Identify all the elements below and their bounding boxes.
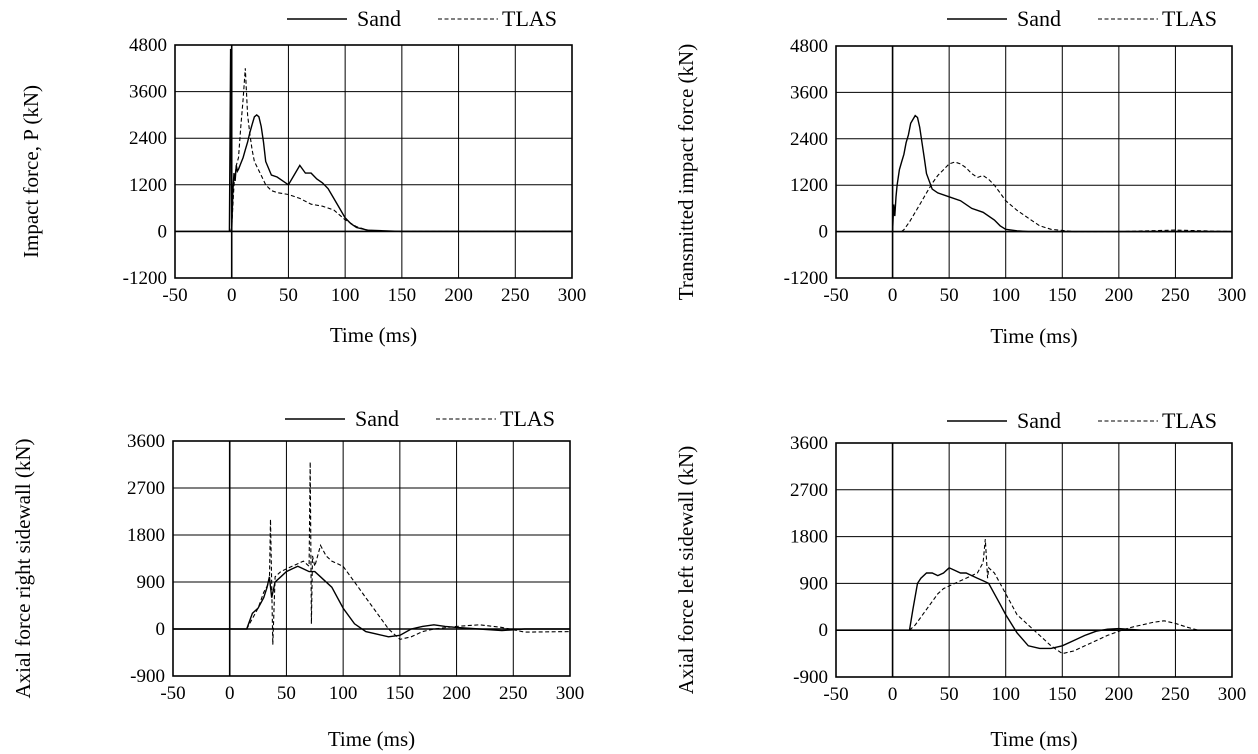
y-tick-label: 3600 xyxy=(127,431,165,452)
y-tick-label: 900 xyxy=(800,573,829,594)
y-tick-label: -900 xyxy=(793,667,828,688)
x-tick-label: 300 xyxy=(558,285,587,306)
x-tick-label: 50 xyxy=(940,684,959,705)
chart-panel-4: -50 0 50 100 150 200 250 300 -900 0 900 1800 2700 360… xyxy=(674,408,1246,751)
legend-label-tlas: TLAS xyxy=(1162,6,1217,31)
x-tick-label: 0 xyxy=(225,683,235,704)
x-tick-label: 250 xyxy=(501,285,530,306)
legend-label-tlas: TLAS xyxy=(1162,408,1217,433)
y-axis-label: Impact force, P (kN) xyxy=(19,85,43,258)
x-tick-label: 200 xyxy=(1105,684,1134,705)
x-axis-label: Time (ms) xyxy=(990,727,1077,751)
y-tick-label: -1200 xyxy=(784,268,828,289)
y-tick-label: 3600 xyxy=(790,433,828,454)
x-tick-label: 300 xyxy=(556,683,585,704)
chart-panel-3: -50 0 50 100 150 200 250 300 -900 0 900 1800 2700 360… xyxy=(11,406,584,751)
chart-panel-1: -50 0 50 100 150 200 250 300 -1200 0 1200 2400 3600 4… xyxy=(19,6,586,347)
legend-label-sand: Sand xyxy=(1017,6,1061,31)
x-tick-label: 50 xyxy=(277,683,296,704)
plot-frame xyxy=(172,440,571,677)
x-tick-label: -50 xyxy=(162,285,187,306)
x-tick-label: -50 xyxy=(823,684,848,705)
y-tick-label: -1200 xyxy=(123,268,167,289)
x-tick-label: 50 xyxy=(940,285,959,306)
y-tick-label: 1200 xyxy=(790,175,828,196)
legend-label-tlas: TLAS xyxy=(502,6,557,31)
x-tick-label: 200 xyxy=(442,683,471,704)
x-tick-label: 200 xyxy=(444,285,473,306)
chart-panel-2: -50 0 50 100 150 200 250 300 -1200 0 1200 2400 3600 4… xyxy=(674,6,1246,348)
y-tick-label: 2400 xyxy=(790,129,828,150)
x-tick-label: 300 xyxy=(1218,285,1247,306)
y-tick-label: 3600 xyxy=(790,82,828,103)
legend-label-tlas: TLAS xyxy=(500,406,555,431)
x-axis-label: Time (ms) xyxy=(990,324,1077,348)
series-line-sand xyxy=(836,566,1232,650)
x-axis-label: Time (ms) xyxy=(330,323,417,347)
y-tick-label: 3600 xyxy=(129,82,167,103)
x-tick-label: 250 xyxy=(1161,684,1190,705)
y-axis-label: Axial force left sidewall (kN) xyxy=(674,446,698,694)
x-tick-label: 150 xyxy=(388,285,417,306)
series-line-tlas xyxy=(246,461,571,645)
x-tick-label: 300 xyxy=(1218,684,1247,705)
legend-label-sand: Sand xyxy=(355,406,399,431)
series-line-sand xyxy=(228,48,572,233)
x-tick-label: 150 xyxy=(386,683,415,704)
y-tick-label: 2400 xyxy=(129,128,167,149)
y-tick-label: 0 xyxy=(156,619,166,640)
x-tick-label: 100 xyxy=(991,285,1020,306)
x-tick-label: 0 xyxy=(888,285,898,306)
x-tick-label: 150 xyxy=(1048,684,1077,705)
y-tick-label: 0 xyxy=(158,221,168,242)
y-tick-label: 1200 xyxy=(129,175,167,196)
x-tick-label: 50 xyxy=(279,285,298,306)
series-line-tlas xyxy=(909,539,1232,655)
x-tick-label: 200 xyxy=(1105,285,1134,306)
x-tick-label: -50 xyxy=(160,683,185,704)
series-line-tlas xyxy=(901,161,1233,233)
y-tick-label: 0 xyxy=(819,620,829,641)
y-tick-label: 1800 xyxy=(127,525,165,546)
x-tick-label: 250 xyxy=(1161,285,1190,306)
y-tick-label: 2700 xyxy=(790,480,828,501)
x-tick-label: 100 xyxy=(331,285,360,306)
y-tick-label: -900 xyxy=(130,666,165,687)
x-tick-label: 0 xyxy=(888,684,898,705)
y-tick-label: 1800 xyxy=(790,527,828,548)
y-tick-label: 900 xyxy=(137,572,166,593)
y-tick-label: 2700 xyxy=(127,478,165,499)
y-axis-label: Transmitted impact force (kN) xyxy=(674,44,698,300)
y-axis-label: Axial force right sidewall (kN) xyxy=(11,438,35,698)
series-line-sand xyxy=(891,114,1232,233)
plot-frame xyxy=(174,44,573,279)
x-tick-label: 100 xyxy=(991,684,1020,705)
x-tick-label: 250 xyxy=(499,683,528,704)
y-tick-label: 0 xyxy=(819,222,829,243)
plot-frame xyxy=(835,45,1233,279)
x-tick-label: -50 xyxy=(823,285,848,306)
y-tick-label: 4800 xyxy=(129,35,167,56)
x-tick-label: 150 xyxy=(1048,285,1077,306)
x-axis-label: Time (ms) xyxy=(328,727,415,751)
series-line-sand xyxy=(173,565,570,638)
plot-frame xyxy=(835,442,1233,678)
series-line-tlas xyxy=(230,68,572,232)
legend-label-sand: Sand xyxy=(1017,408,1061,433)
y-tick-label: 4800 xyxy=(790,36,828,57)
x-tick-label: 100 xyxy=(329,683,358,704)
x-tick-label: 0 xyxy=(227,285,237,306)
legend-label-sand: Sand xyxy=(357,6,401,31)
